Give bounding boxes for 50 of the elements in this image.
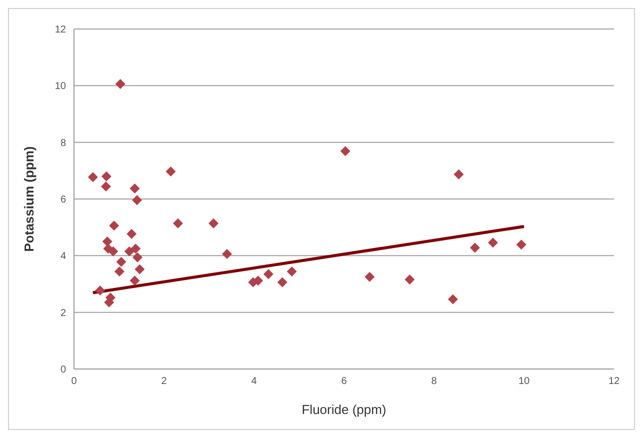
x-tick-label: 6 <box>341 376 348 388</box>
point <box>454 169 464 180</box>
point <box>208 218 218 228</box>
x-tick-label: 8 <box>431 376 438 388</box>
y-tick-label: 2 <box>60 308 66 319</box>
x-tick-label: 2 <box>161 376 168 388</box>
point <box>488 238 498 248</box>
point <box>130 184 140 194</box>
x-tick-label: 4 <box>251 376 258 388</box>
y-tick-label: 6 <box>60 194 66 206</box>
point <box>172 218 183 228</box>
x-tick-label: 12 <box>608 376 620 388</box>
point <box>404 274 415 284</box>
point <box>95 286 106 296</box>
x-tick-label: 10 <box>518 376 530 388</box>
point <box>448 294 458 304</box>
point <box>116 256 126 267</box>
y-tick-label: 0 <box>60 364 66 376</box>
point <box>88 172 98 182</box>
x-axis-title: Fluoride (ppm) <box>302 402 386 417</box>
point <box>516 240 526 250</box>
point <box>132 195 142 206</box>
point <box>115 78 126 89</box>
point <box>364 272 375 282</box>
point <box>134 264 145 274</box>
point <box>286 266 297 277</box>
y-axis-title: Potassium (ppm) <box>22 146 37 252</box>
point <box>470 242 480 253</box>
x-tick-label: 0 <box>71 376 78 388</box>
point <box>102 236 112 246</box>
point <box>109 220 120 231</box>
point <box>108 246 118 256</box>
point <box>277 277 288 288</box>
point <box>130 276 140 286</box>
y-tick-label: 12 <box>54 24 66 36</box>
point <box>263 269 274 280</box>
point <box>132 252 142 262</box>
y-tick-label: 10 <box>54 81 66 92</box>
point <box>101 171 112 182</box>
point <box>100 182 111 192</box>
y-tick-label: 8 <box>60 138 66 149</box>
point <box>114 266 124 277</box>
point <box>340 146 350 156</box>
y-tick-label: 4 <box>60 251 66 262</box>
point <box>166 166 176 177</box>
point <box>130 244 141 254</box>
point <box>126 228 137 239</box>
point <box>124 246 134 256</box>
point <box>222 248 232 259</box>
point <box>253 276 264 286</box>
